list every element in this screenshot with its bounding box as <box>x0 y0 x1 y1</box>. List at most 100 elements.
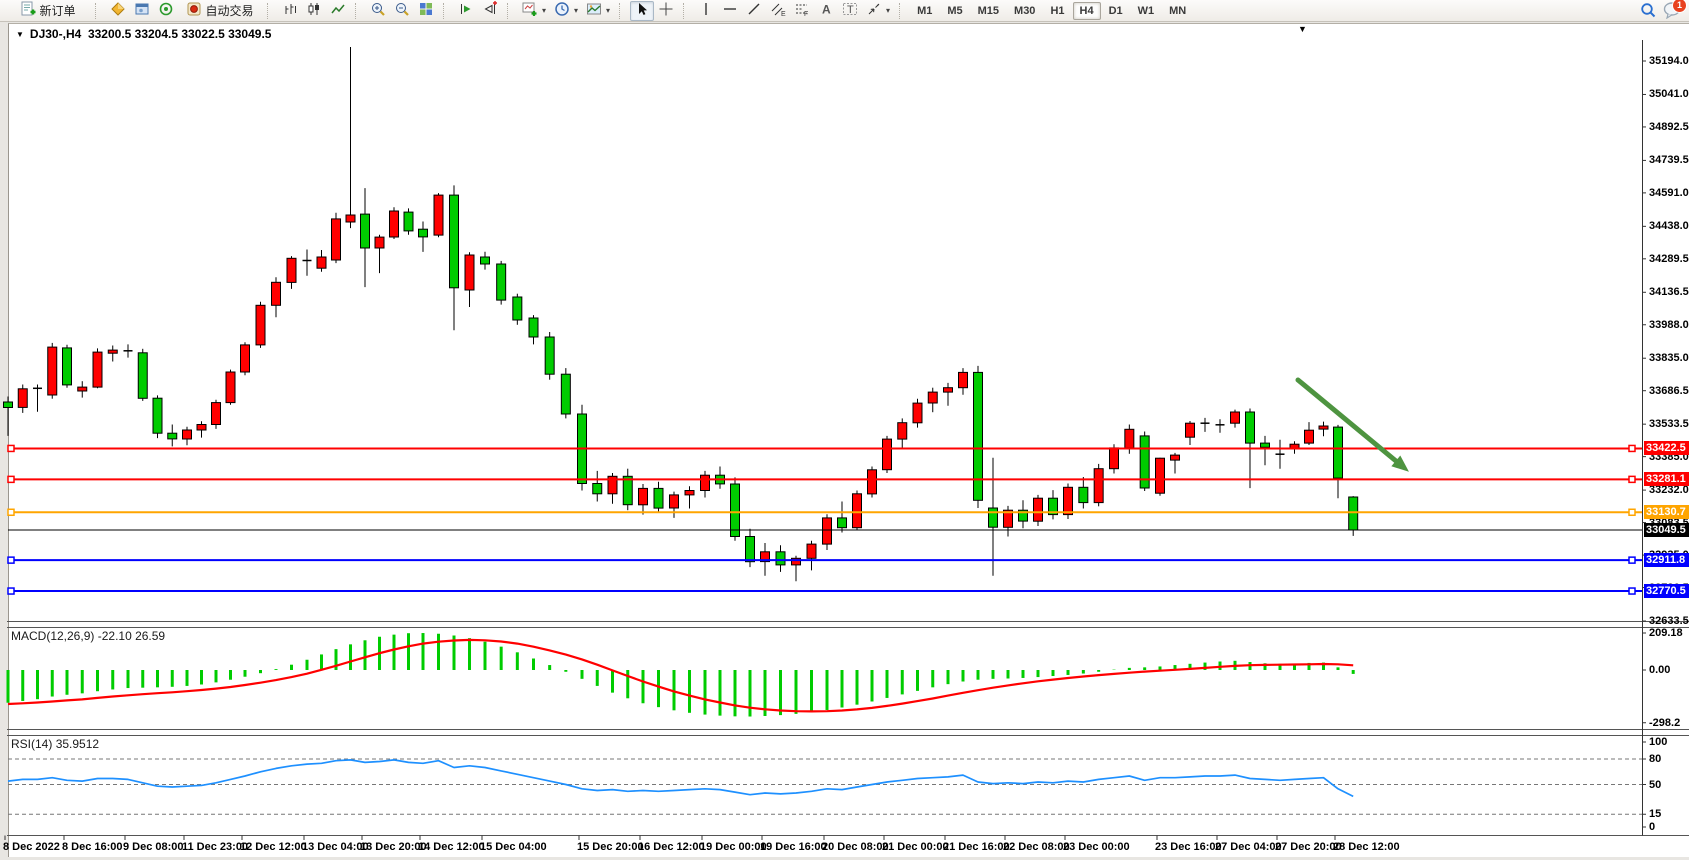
candle-body <box>1155 457 1165 494</box>
tile-windows-button[interactable] <box>414 1 438 21</box>
collapse-ohlc-icon[interactable]: ▼ <box>16 30 24 39</box>
candle-body <box>464 254 475 291</box>
vline-button[interactable] <box>694 1 718 21</box>
price-badge: 33130.7 <box>1644 505 1689 520</box>
candle-body <box>867 469 877 495</box>
trend-arrow[interactable] <box>1295 377 1405 469</box>
line-handle[interactable] <box>7 508 15 517</box>
terminal-button[interactable] <box>154 1 178 21</box>
candle-body <box>897 422 908 440</box>
chart-ohlc-values: 33200.5 33204.5 33022.5 33049.5 <box>87 27 272 41</box>
bar-chart-icon <box>282 1 298 20</box>
equidistant-channel-button[interactable]: E <box>766 1 790 21</box>
date-label: 28 Dec 12:00 <box>1333 841 1400 853</box>
arrows-dropdown[interactable]: ▾ <box>862 1 894 21</box>
candle-body <box>316 256 327 269</box>
auto-scroll-button[interactable] <box>454 1 478 21</box>
fibonacci-button[interactable]: F <box>790 1 814 21</box>
date-label: 19 Dec 00:00 <box>700 841 767 853</box>
chart-canvas[interactable] <box>8 23 1689 857</box>
line-handle[interactable] <box>7 475 15 484</box>
toolbar-separator <box>683 2 690 19</box>
date-label: 13 Dec 04:00 <box>302 841 369 853</box>
market-watch-button[interactable] <box>106 1 130 21</box>
line-handle[interactable] <box>1628 587 1636 595</box>
candle-body <box>730 483 740 537</box>
cursor-icon <box>634 1 650 20</box>
hline-button[interactable] <box>718 1 742 21</box>
zoom-out-button[interactable] <box>390 1 414 21</box>
line-handle[interactable] <box>7 556 15 564</box>
crosshair-icon <box>658 1 674 20</box>
timeframe-button-d1[interactable]: D1 <box>1102 2 1130 20</box>
line-handle[interactable] <box>1628 444 1636 453</box>
line-handle[interactable] <box>7 587 15 595</box>
timeframe-button-m15[interactable]: M15 <box>971 2 1006 20</box>
text-label-button[interactable]: T <box>838 1 862 21</box>
line-chart-button[interactable] <box>326 1 350 21</box>
new-chart-dropdown[interactable]: ▾ <box>518 1 550 21</box>
price-tick-label: 33686.5 <box>1649 384 1689 397</box>
candle-body <box>1245 411 1255 444</box>
text-button[interactable]: A <box>814 1 838 21</box>
candle-body <box>988 507 998 528</box>
timeframe-button-w1[interactable]: W1 <box>1131 2 1162 20</box>
chart-title: ▼ DJ30-,H4 33200.5 33204.5 33022.5 33049.… <box>16 27 271 41</box>
candle-body <box>837 517 847 529</box>
candle-body <box>638 487 648 506</box>
new-order-button[interactable]: 新订单 <box>6 1 90 21</box>
market-watch-icon <box>110 1 126 20</box>
candle-body <box>958 371 968 389</box>
navigator-button[interactable] <box>130 1 154 21</box>
timeframe-group: M1 M5 M15 M30 H1 H4 D1 W1 MN <box>910 1 1193 20</box>
line-handle[interactable] <box>1628 475 1636 484</box>
candle-body <box>912 402 923 424</box>
price-badge: 32770.5 <box>1644 584 1689 599</box>
period-dropdown[interactable]: ▾ <box>550 1 582 21</box>
candle-body <box>1260 442 1270 448</box>
candlestick-button[interactable] <box>302 1 326 21</box>
line-handle[interactable] <box>7 444 15 453</box>
candle-body <box>92 351 103 388</box>
candle-body <box>286 257 297 283</box>
candle-body <box>1018 509 1028 522</box>
line-handle[interactable] <box>1628 508 1636 517</box>
timeframe-button-m1[interactable]: M1 <box>910 2 939 20</box>
timeframe-button-m30[interactable]: M30 <box>1007 2 1042 20</box>
date-label: 20 Dec 08:00 <box>822 841 889 853</box>
search-icon[interactable] <box>1639 1 1657 24</box>
timeframe-button-m5[interactable]: M5 <box>940 2 969 20</box>
chart-shift-button[interactable] <box>478 1 502 21</box>
candle-body <box>196 424 207 431</box>
autotrading-button[interactable]: 自动交易 <box>178 1 262 21</box>
date-label: 22 Dec 08:00 <box>1003 841 1070 853</box>
trend-arrow-head[interactable] <box>1391 455 1409 472</box>
cursor-button[interactable] <box>630 0 655 21</box>
toolbar-separator <box>267 2 274 19</box>
timeframe-button-mn[interactable]: MN <box>1162 2 1193 20</box>
candle-body <box>760 551 770 563</box>
price-badge: 33049.5 <box>1644 523 1689 538</box>
candle-body <box>137 352 148 399</box>
line-handle[interactable] <box>1628 556 1636 564</box>
candle-body <box>225 371 236 404</box>
chat-button[interactable]: 1 <box>1663 0 1687 24</box>
chart-shift-marker-icon[interactable]: ▼ <box>1298 24 1307 34</box>
candle-body <box>3 401 13 408</box>
svg-text:T: T <box>847 4 854 16</box>
zoom-in-button[interactable] <box>366 1 390 21</box>
candle-body <box>255 304 266 346</box>
template-icon <box>586 1 602 20</box>
toolbar-separator <box>443 2 450 19</box>
candle-body <box>622 475 633 506</box>
date-label: 21 Dec 16:00 <box>943 841 1010 853</box>
crosshair-button[interactable] <box>654 1 678 21</box>
timeframe-button-h4[interactable]: H4 <box>1072 1 1101 20</box>
bar-chart-button[interactable] <box>278 1 302 21</box>
candle-body <box>496 263 507 301</box>
timeframe-button-h1[interactable]: H1 <box>1043 2 1071 20</box>
trendline-button[interactable] <box>742 1 766 21</box>
template-dropdown[interactable]: ▾ <box>582 1 614 21</box>
candle-body <box>331 218 341 261</box>
candle-body <box>211 402 221 426</box>
